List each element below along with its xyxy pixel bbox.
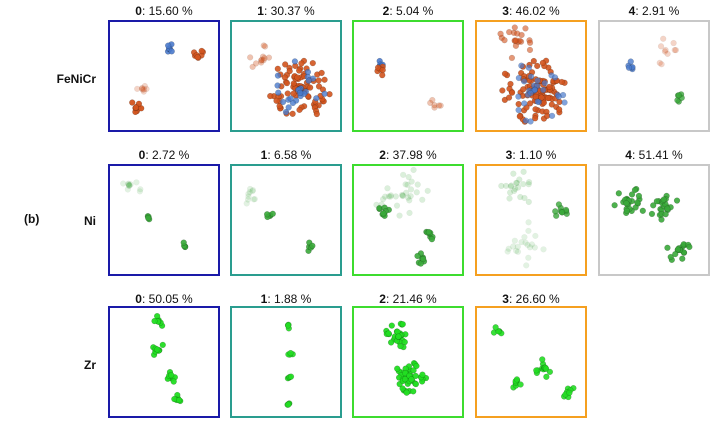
cluster-panel-fenicr-0 bbox=[108, 20, 220, 132]
cluster-percentage: : 2.72 % bbox=[145, 148, 190, 162]
cluster-panel-zr-0 bbox=[108, 306, 220, 418]
cluster-image bbox=[611, 185, 693, 263]
cluster-percentage: : 21.46 % bbox=[385, 292, 437, 306]
cluster-percentage: : 37.98 % bbox=[385, 148, 437, 162]
cluster-panel-ni-0 bbox=[108, 164, 220, 276]
cluster-id: 3 bbox=[502, 292, 509, 306]
cluster-panel-zr-2 bbox=[352, 306, 464, 418]
cluster-percentage: : 46.02 % bbox=[508, 4, 560, 18]
cluster-id: 3 bbox=[502, 4, 509, 18]
cluster-percentage: : 51.41 % bbox=[631, 148, 683, 162]
row-label-zr: Zr bbox=[84, 358, 96, 372]
row-label-fenicr: FeNiCr bbox=[56, 72, 96, 86]
cluster-id: 3 bbox=[505, 148, 513, 162]
panel-title: 4: 51.41 % bbox=[596, 148, 712, 162]
cluster-percentage: : 5.04 % bbox=[389, 4, 434, 18]
panel-title: 2: 21.46 % bbox=[350, 292, 466, 306]
cluster-panel-ni-2 bbox=[352, 164, 464, 276]
figure-label: (b) bbox=[24, 212, 40, 226]
panel-title: 1: 1.88 % bbox=[228, 292, 344, 306]
panel-title: 2: 5.04 % bbox=[350, 4, 466, 18]
cluster-panel-fenicr-1 bbox=[230, 20, 342, 132]
cluster-percentage: : 30.37 % bbox=[263, 4, 315, 18]
cluster-id: 4 bbox=[625, 148, 632, 162]
cluster-image bbox=[120, 179, 189, 251]
panel-title: 4: 2.91 % bbox=[596, 4, 712, 18]
cluster-panel-fenicr-2 bbox=[352, 20, 464, 132]
cluster-id: 2 bbox=[379, 148, 386, 162]
cluster-panel-ni-3 bbox=[475, 164, 587, 276]
panel-title: 3: 1.10 % bbox=[473, 148, 589, 162]
panel-title: 0: 15.60 % bbox=[106, 4, 222, 18]
panel-title: 3: 26.60 % bbox=[473, 292, 589, 306]
panel-title: 0: 2.72 % bbox=[106, 148, 222, 162]
cluster-image bbox=[373, 166, 436, 267]
cluster-percentage: : 50.05 % bbox=[141, 292, 193, 306]
cluster-percentage: : 15.60 % bbox=[141, 4, 193, 18]
cluster-image bbox=[150, 313, 184, 405]
row-label-ni: Ni bbox=[84, 214, 96, 228]
cluster-image bbox=[625, 35, 685, 105]
cluster-id: 0 bbox=[138, 148, 146, 162]
cluster-panel-zr-1 bbox=[230, 306, 342, 418]
cluster-percentage: : 1.88 % bbox=[267, 292, 312, 306]
cluster-panel-zr-3 bbox=[475, 306, 587, 418]
cluster-image bbox=[490, 324, 577, 401]
cluster-image bbox=[247, 42, 333, 118]
cluster-image bbox=[497, 24, 568, 125]
cluster-panel-ni-1 bbox=[230, 164, 342, 276]
cluster-id: 1 bbox=[257, 4, 264, 18]
cluster-id: 1 bbox=[260, 292, 268, 306]
cluster-panel-ni-4 bbox=[598, 164, 710, 276]
cluster-panel-fenicr-4 bbox=[598, 20, 710, 132]
cluster-id: 4 bbox=[628, 4, 636, 18]
cluster-percentage: : 6.58 % bbox=[267, 148, 312, 162]
cluster-image bbox=[383, 320, 430, 396]
cluster-percentage: : 26.60 % bbox=[508, 292, 560, 306]
cluster-id: 0 bbox=[135, 292, 142, 306]
panel-title: 1: 30.37 % bbox=[228, 4, 344, 18]
cluster-id: 2 bbox=[382, 4, 390, 18]
cluster-id: 2 bbox=[379, 292, 386, 306]
cluster-percentage: : 2.91 % bbox=[635, 4, 680, 18]
cluster-percentage: : 1.10 % bbox=[512, 148, 557, 162]
cluster-image bbox=[243, 185, 316, 254]
cluster-id: 1 bbox=[260, 148, 268, 162]
cluster-image bbox=[129, 41, 206, 116]
cluster-panel-fenicr-3 bbox=[475, 20, 587, 132]
cluster-id: 0 bbox=[135, 4, 142, 18]
cluster-image bbox=[374, 57, 444, 111]
panel-title: 3: 46.02 % bbox=[473, 4, 589, 18]
panel-title: 1: 6.58 % bbox=[228, 148, 344, 162]
cluster-image bbox=[284, 321, 296, 408]
panel-title: 0: 50.05 % bbox=[106, 292, 222, 306]
panel-title: 2: 37.98 % bbox=[350, 148, 466, 162]
cluster-image bbox=[498, 168, 570, 269]
